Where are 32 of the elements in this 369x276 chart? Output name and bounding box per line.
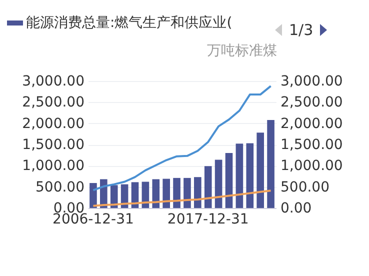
y2-tick-label: 2,500.00 [280,94,343,111]
bar [152,179,160,208]
y-tick-label: 500.00 [36,179,84,196]
bar [90,183,97,208]
legend-label: 能源消费总量:燃气生产和供应业( [26,15,232,31]
line-series [92,85,272,192]
y2-tick-label: 2,000.00 [280,116,343,132]
x-tick-label: 2017-12-31 [167,212,249,228]
bar [173,178,180,208]
y-tick-label: 1,000.00 [22,158,84,174]
bar [184,178,191,208]
y-tick-label: 2,500.00 [22,94,84,111]
bar [214,160,222,208]
y2-tick-label: 1,500.00 [280,137,343,153]
bar [204,166,212,208]
bar [256,132,264,208]
y2-tick-label: 500.00 [280,179,330,196]
text: 1/3 [289,21,314,39]
y-tick-label: 2,000.00 [22,116,84,132]
y-tick-label: 1,500.00 [22,137,84,153]
bar [162,178,170,208]
bar [267,120,274,208]
y-tick-label: 3,000.00 [22,74,84,90]
y2-tick-label: 3,000.00 [280,74,343,90]
bar [236,144,244,208]
bar [225,152,233,208]
line-series [92,190,272,207]
y2-axis-title: 万吨标准煤 [207,42,277,60]
bar [246,143,254,208]
y2-tick-label: 1,000.00 [280,158,343,174]
y2-tick-label: 0.00 [280,200,312,216]
bar [194,177,202,208]
